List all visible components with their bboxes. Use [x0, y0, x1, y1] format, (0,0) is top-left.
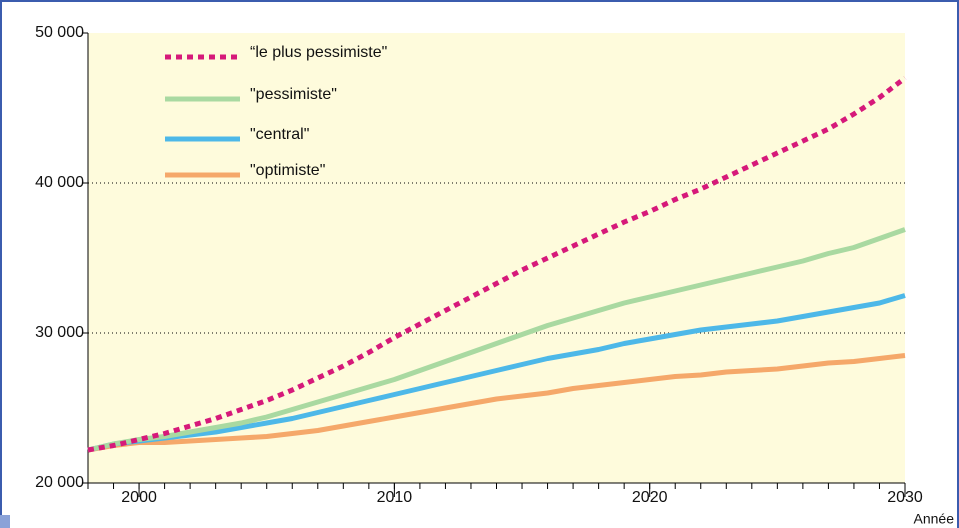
corner: [0, 515, 10, 528]
y-tick-label: 50 000: [35, 24, 84, 41]
y-tick-label: 30 000: [35, 324, 84, 341]
plot-area: [88, 33, 905, 483]
x-axis-label: Année: [914, 511, 955, 527]
y-tick-label: 40 000: [35, 174, 84, 191]
series-line: [87, 293, 906, 453]
series-line: [87, 353, 906, 453]
series-line: [87, 76, 907, 453]
x-tick-label: 2020: [632, 489, 668, 506]
x-tick-label: 2010: [377, 489, 413, 506]
series-line: [87, 227, 906, 453]
legend-label: "pessimiste": [250, 86, 337, 103]
x-tick-label: 2030: [887, 489, 923, 506]
legend-label: "central": [250, 126, 309, 143]
legend-label: “le plus pessimiste": [250, 44, 387, 61]
legend-label: "optimiste": [250, 162, 325, 179]
x-tick-label: 2000: [121, 489, 157, 506]
y-tick-label: 20 000: [35, 474, 84, 491]
